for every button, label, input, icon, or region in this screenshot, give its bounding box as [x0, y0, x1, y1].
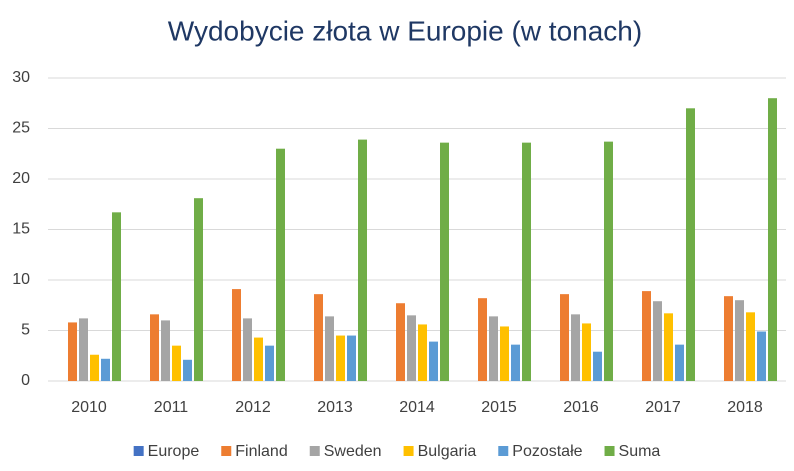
- bar: [429, 341, 438, 381]
- legend-swatch: [309, 446, 320, 456]
- bar: [604, 141, 613, 381]
- chart-title: Wydobycie złota w Europie (w tonach): [168, 15, 642, 46]
- bar: [407, 315, 416, 381]
- bar: [243, 318, 252, 381]
- bar: [500, 326, 509, 381]
- legend-swatch: [133, 446, 144, 456]
- bar: [440, 142, 449, 381]
- bar: [183, 359, 192, 381]
- bar: [686, 108, 695, 382]
- bar: [68, 322, 77, 381]
- bar: [653, 301, 662, 381]
- bar: [314, 294, 323, 381]
- legend-label: Finland: [235, 443, 287, 460]
- bar: [150, 314, 159, 381]
- x-tick-label: 2012: [235, 399, 271, 416]
- bar: [418, 324, 427, 381]
- y-tick-label: 10: [12, 271, 30, 288]
- x-tick-label: 2016: [563, 399, 599, 416]
- y-tick-label: 5: [21, 322, 30, 339]
- bar: [396, 303, 405, 381]
- y-tick-label: 0: [21, 372, 30, 389]
- bar: [675, 344, 684, 381]
- bar: [276, 148, 285, 381]
- y-tick-label: 25: [12, 120, 30, 137]
- bar: [642, 291, 651, 381]
- y-tick-label: 30: [12, 69, 30, 86]
- bar: [757, 331, 766, 381]
- x-tick-label: 2014: [399, 399, 435, 416]
- bar: [522, 142, 531, 381]
- legend-swatch: [604, 446, 615, 456]
- bar: [571, 314, 580, 381]
- bar: [254, 337, 263, 381]
- legend-label: Bulgaria: [418, 443, 477, 460]
- bar: [336, 335, 345, 381]
- bar: [511, 344, 520, 381]
- legend-swatch: [403, 446, 414, 456]
- bar: [358, 139, 367, 381]
- legend-label: Sweden: [324, 443, 382, 460]
- legend-swatch: [498, 446, 509, 456]
- bar: [161, 320, 170, 381]
- bar: [768, 98, 777, 381]
- bar: [489, 316, 498, 381]
- bar: [347, 335, 356, 381]
- bar: [112, 212, 121, 381]
- bar: [265, 345, 274, 381]
- bar: [735, 300, 744, 381]
- legend-label: Europe: [148, 443, 200, 460]
- bar: [172, 345, 181, 381]
- bar: [194, 198, 203, 381]
- bar: [582, 323, 591, 381]
- x-tick-label: 2017: [645, 399, 681, 416]
- y-tick-label: 15: [12, 221, 30, 238]
- bar: [746, 312, 755, 381]
- bar: [724, 296, 733, 381]
- x-tick-label: 2011: [154, 399, 189, 416]
- x-tick-label: 2010: [71, 399, 107, 416]
- x-tick-label: 2013: [317, 399, 353, 416]
- bar: [664, 313, 673, 381]
- bar: [593, 351, 602, 381]
- legend-label: Suma: [619, 443, 661, 460]
- x-tick-label: 2015: [481, 399, 517, 416]
- y-tick-label: 20: [12, 170, 30, 187]
- bar: [560, 294, 569, 381]
- bar: [90, 354, 99, 381]
- bar: [478, 298, 487, 381]
- bar: [101, 358, 110, 381]
- x-tick-label: 2018: [727, 399, 763, 416]
- bar: [232, 289, 241, 381]
- legend-swatch: [221, 446, 232, 456]
- legend-label: Pozostałe: [512, 443, 582, 460]
- bar: [79, 318, 88, 381]
- bar: [325, 316, 334, 381]
